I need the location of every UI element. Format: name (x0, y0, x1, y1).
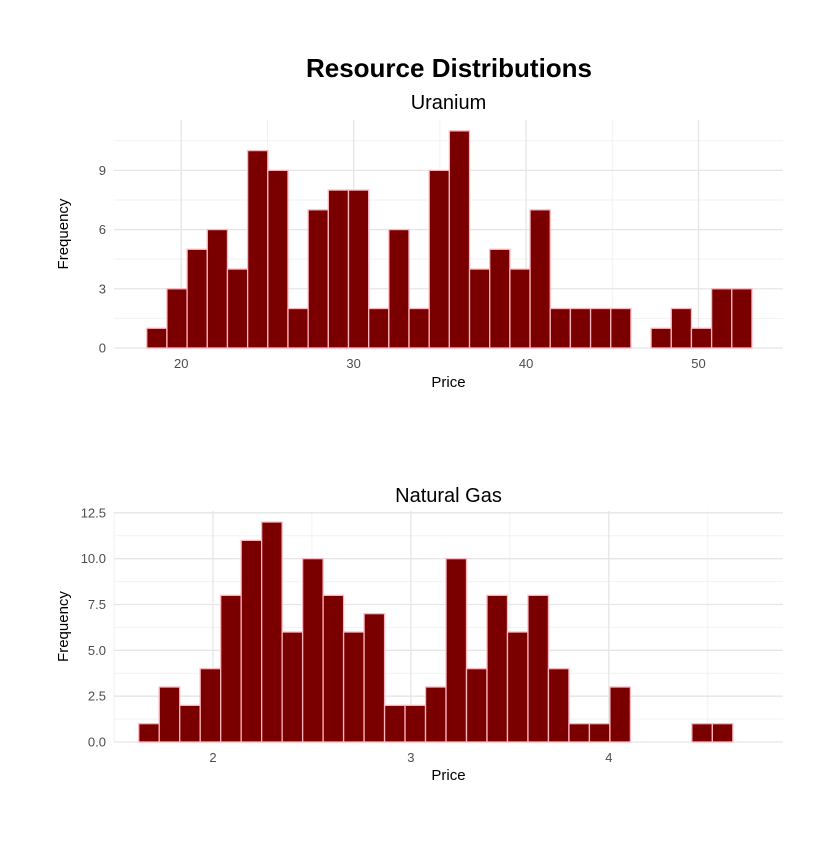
y-tick-label: 6 (99, 222, 106, 237)
histogram-bar (388, 228, 410, 349)
histogram-bar (138, 723, 160, 743)
x-tick-label: 2 (209, 750, 216, 765)
y-axis-title: Frequency (55, 591, 72, 662)
histogram-bar (220, 594, 242, 743)
y-tick-label: 10.0 (81, 551, 106, 566)
histogram-bar (186, 248, 208, 349)
histogram-bar (404, 704, 427, 743)
panel-subtitle: Uranium (411, 92, 487, 114)
histogram-bar (287, 307, 309, 349)
histogram-bar (529, 209, 551, 349)
histogram-bar (568, 723, 591, 743)
histogram-bar (246, 149, 269, 349)
histogram-bar (199, 668, 222, 743)
histogram-bar (267, 169, 289, 349)
histogram-bar (327, 189, 350, 349)
histogram-bar (347, 189, 370, 349)
y-tick-label: 2.5 (88, 689, 106, 704)
histogram-bar (445, 558, 468, 743)
histogram-bar (322, 594, 345, 743)
histogram-bar (146, 327, 168, 349)
y-tick-label: 3 (99, 281, 106, 296)
histogram-bar (731, 288, 753, 349)
histogram-bar (301, 558, 324, 743)
histogram-bar (468, 268, 491, 349)
x-tick-label: 40 (519, 356, 533, 371)
y-tick-label: 5.0 (88, 643, 106, 658)
y-tick-label: 0.0 (88, 735, 106, 750)
y-tick-label: 0 (99, 341, 106, 356)
x-axis-title: Price (431, 767, 465, 784)
histogram-bar (588, 723, 611, 743)
x-axis-title: Price (431, 374, 465, 391)
histogram-bar (589, 307, 612, 349)
histogram-bar (342, 631, 365, 743)
histogram-bar (650, 327, 672, 349)
histogram-bar (383, 704, 406, 743)
histogram-bar (368, 307, 390, 349)
x-tick-label: 4 (605, 750, 612, 765)
histogram-bar (206, 228, 229, 349)
histogram-bar (240, 539, 263, 743)
histogram-bar (569, 307, 592, 349)
x-tick-label: 30 (346, 356, 360, 371)
y-tick-label: 9 (99, 163, 106, 178)
histogram-bar (670, 307, 693, 349)
histogram-bar (307, 209, 329, 349)
histogram-bar (609, 686, 632, 743)
histogram-bar (549, 307, 572, 349)
histogram-bar (428, 169, 451, 349)
histogram-bar (226, 268, 249, 349)
histogram-bar (465, 668, 488, 743)
histogram-bar (424, 686, 447, 743)
y-tick-label: 7.5 (88, 597, 106, 612)
histogram-bar (486, 594, 509, 743)
chart-title: Resource Distributions (306, 53, 592, 83)
histogram-bar (166, 288, 188, 349)
histogram-bar (547, 668, 570, 743)
y-axis-title: Frequency (55, 198, 72, 269)
histogram-bar (489, 248, 511, 349)
histogram-bar (179, 704, 201, 743)
x-tick-label: 50 (691, 356, 705, 371)
x-tick-label: 20 (174, 356, 188, 371)
histogram-bar (690, 327, 713, 349)
histogram-bar (281, 631, 304, 743)
x-tick-label: 3 (407, 750, 414, 765)
histogram-bar (363, 613, 386, 743)
histogram-bar (691, 723, 713, 743)
panel-subtitle: Natural Gas (395, 485, 502, 507)
histogram-bar (448, 130, 471, 349)
histogram-bar (610, 307, 632, 349)
histogram-bar (261, 521, 283, 743)
histogram-bar (158, 686, 181, 743)
histogram-bar (506, 631, 529, 743)
histogram-bar (711, 723, 734, 743)
histogram-bar (509, 268, 531, 349)
histogram-bar (408, 307, 430, 349)
y-tick-label: 12.5 (81, 505, 106, 520)
histogram-bar (710, 288, 733, 349)
histogram-bar (527, 594, 550, 743)
